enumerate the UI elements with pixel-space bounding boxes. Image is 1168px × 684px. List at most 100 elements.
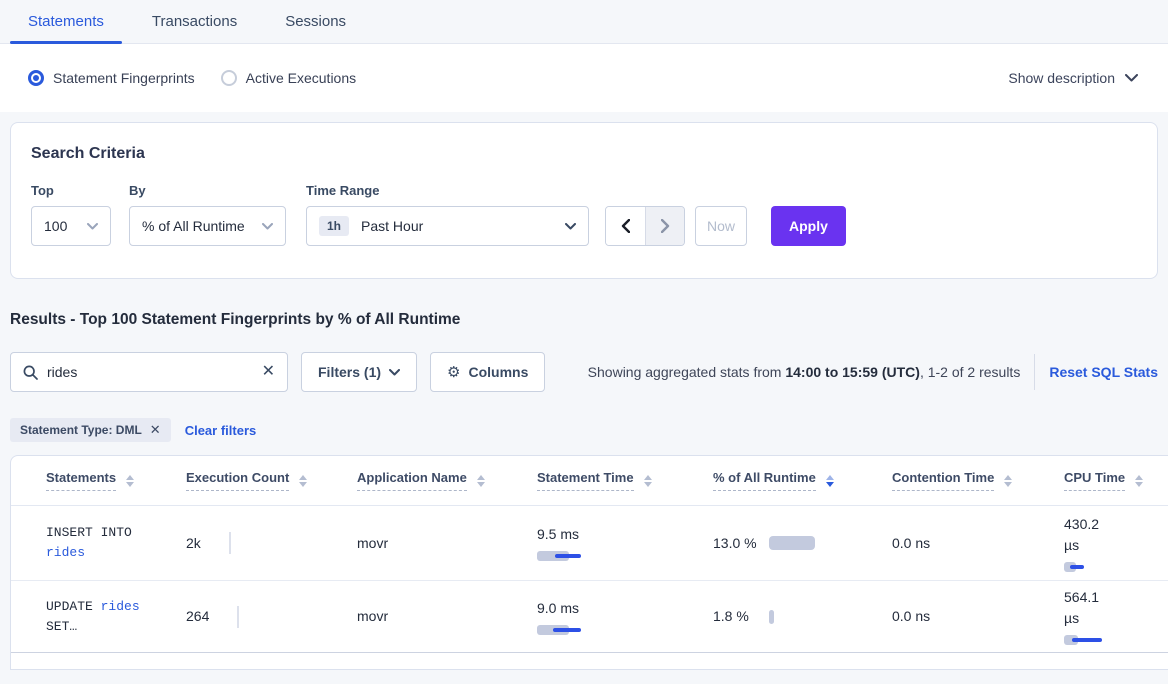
statement-time-cell: 9.0 ms (537, 598, 713, 636)
cpu-time-value: 430.2 µs (1064, 515, 1100, 553)
time-range-field: Time Range 1h Past Hour (306, 183, 589, 246)
statement-link[interactable]: rides (100, 598, 140, 614)
columns-button[interactable]: ⚙ Columns (430, 352, 546, 392)
search-input[interactable] (47, 364, 262, 380)
table-row[interactable]: INSERT INTO rides 2k movr 9.5 ms 13.0 % 0.0 n… (11, 506, 1168, 581)
divider (1034, 354, 1036, 390)
execution-count-cell: 2k (186, 532, 357, 554)
table-header-application-name: Application Name (357, 470, 537, 491)
runtime-percent-value: 1.8 % (713, 608, 749, 624)
statement-text: UPDATE (46, 598, 101, 614)
sort-icon[interactable] (1135, 474, 1144, 487)
sort-icon[interactable] (126, 474, 135, 487)
table-header-cpu-time: CPU Time (1064, 470, 1168, 491)
contention-time-cell: 0.0 ns (892, 608, 931, 624)
apply-button[interactable]: Apply (771, 206, 846, 246)
table-header--of-all-runtime: % of All Runtime (713, 470, 892, 491)
statement-text: SET… (46, 618, 78, 634)
table-header-row: Statements Execution Count Application Nam… (11, 456, 1168, 506)
column-label[interactable]: Statements (46, 470, 117, 491)
show-description-toggle[interactable]: Show description (1008, 70, 1138, 86)
table-header-contention-time: Contention Time (892, 470, 1064, 491)
runtime-percent-cell: 13.0 % (713, 533, 892, 554)
statement-text: INSERT INTO (46, 525, 132, 540)
filters-button[interactable]: Filters (1) (301, 352, 418, 392)
chevron-left-icon (621, 219, 630, 233)
search-icon (23, 365, 38, 380)
time-forward-button[interactable] (645, 207, 684, 245)
cpu-time-value: 564.1 µs (1064, 589, 1100, 626)
bar-chart (537, 624, 585, 636)
bar-chart (537, 550, 585, 562)
application-name-cell: movr (357, 608, 389, 624)
radio-label: Statement Fingerprints (53, 70, 195, 86)
time-range-select[interactable]: 1h Past Hour (306, 206, 589, 246)
time-back-button[interactable] (606, 207, 645, 245)
chevron-down-icon (262, 222, 273, 229)
radio-statement-fingerprints[interactable]: Statement Fingerprints (28, 70, 195, 86)
radio-unselected-icon (220, 70, 237, 86)
show-description-label: Show description (1008, 70, 1115, 86)
bar-chart (769, 536, 815, 550)
by-select[interactable]: % of All Runtime (129, 206, 286, 246)
table-header-statement-time: Statement Time (537, 470, 713, 491)
results-controls-row: ✕ Filters (1) ⚙ Columns Showing aggregat… (10, 352, 1158, 392)
search-criteria-form: Top 100 By % of All Runtime Time Range (31, 183, 1137, 246)
application-name-cell: movr (357, 534, 389, 551)
top-select[interactable]: 100 (31, 206, 111, 246)
tab-statements[interactable]: Statements (10, 0, 122, 44)
time-range-label: Time Range (306, 183, 380, 198)
radio-label: Active Executions (245, 70, 357, 86)
clear-filters-link[interactable]: Clear filters (184, 422, 257, 438)
statement-link[interactable]: rides (46, 545, 86, 560)
column-label[interactable]: % of All Runtime (713, 470, 816, 491)
column-label[interactable]: Execution Count (186, 470, 290, 491)
statements-table-card: Statements Execution Count Application Nam… (10, 455, 1168, 670)
view-radio-group: Statement Fingerprints Active Executions (28, 70, 356, 86)
column-label[interactable]: Application Name (357, 470, 467, 491)
time-range-value: Past Hour (361, 218, 424, 234)
cpu-time-cell: 430.2 µs (1064, 514, 1168, 573)
statement-cell: UPDATE rides SET… (46, 597, 186, 637)
sort-icon[interactable] (643, 474, 652, 487)
remove-filter-icon[interactable]: ✕ (149, 422, 161, 437)
reset-sql-stats-link[interactable]: Reset SQL Stats (1049, 364, 1158, 380)
column-label[interactable]: Statement Time (537, 470, 634, 491)
stats-summary: Showing aggregated stats from 14:00 to 1… (587, 364, 1021, 380)
sort-icon[interactable] (825, 474, 834, 487)
search-box[interactable]: ✕ (10, 352, 288, 392)
filter-chip-statement-type[interactable]: Statement Type: DML ✕ (10, 418, 171, 442)
table-header-statements: Statements (46, 470, 186, 491)
top-label: Top (31, 183, 54, 198)
by-field: By % of All Runtime (129, 183, 286, 246)
tab-transactions[interactable]: Transactions (151, 13, 238, 30)
sort-icon[interactable] (476, 474, 485, 487)
sort-icon[interactable] (299, 474, 308, 487)
table-body: INSERT INTO rides 2k movr 9.5 ms 13.0 % 0.0 n… (11, 506, 1168, 653)
bar-chart (1064, 561, 1112, 573)
execution-count-cell: 264 (186, 605, 357, 628)
view-toolbar: Statement Fingerprints Active Executions… (0, 44, 1168, 112)
chevron-right-icon (660, 219, 669, 233)
clear-search-icon[interactable]: ✕ (261, 363, 275, 380)
filter-chip-label: Statement Type: DML (20, 423, 142, 437)
tab-sessions[interactable]: Sessions (285, 13, 347, 30)
table-row[interactable]: UPDATE rides SET… 264 movr 9.0 ms 1.8 % 0.0 n… (11, 581, 1168, 653)
execution-count-bar (228, 532, 231, 554)
column-label[interactable]: Contention Time (892, 470, 995, 491)
columns-label: Columns (468, 364, 529, 380)
top-field: Top 100 (31, 183, 111, 246)
statement-time-value: 9.5 ms (537, 526, 580, 542)
chevron-down-icon (1125, 74, 1138, 82)
bar-chart (1064, 634, 1112, 646)
by-label: By (129, 183, 146, 198)
time-step-group (605, 206, 685, 246)
tab-bar: Statements Transactions Sessions (0, 0, 1168, 44)
now-button[interactable]: Now (695, 206, 747, 246)
sort-icon[interactable] (1004, 474, 1013, 487)
column-label[interactable]: CPU Time (1064, 470, 1126, 491)
by-select-value: % of All Runtime (142, 218, 245, 234)
statement-cell: INSERT INTO rides (46, 523, 186, 563)
chevron-down-icon (565, 222, 576, 229)
radio-active-executions[interactable]: Active Executions (220, 70, 357, 86)
